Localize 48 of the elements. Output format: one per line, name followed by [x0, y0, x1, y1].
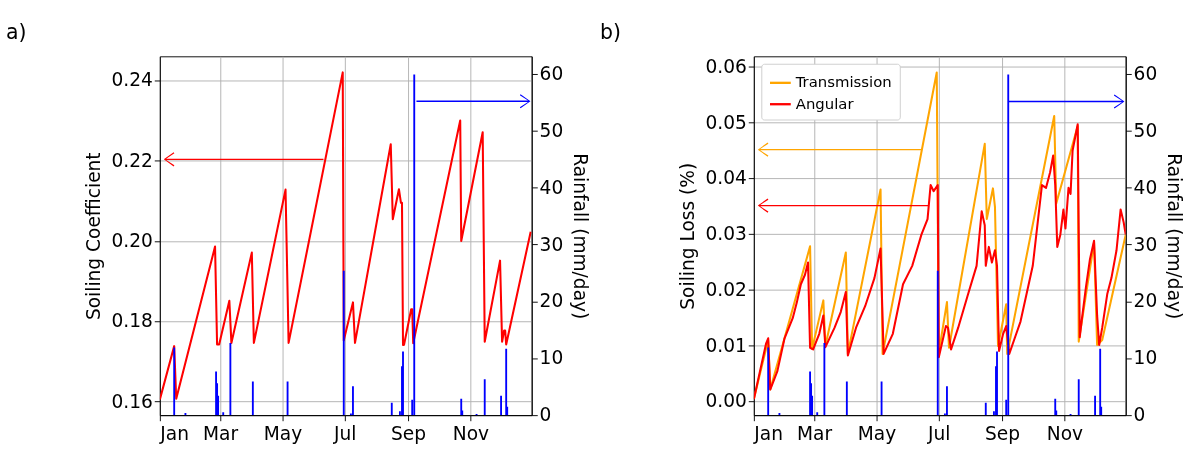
x-tick-label: Mar [203, 422, 239, 444]
y-tick-label: 0.22 [111, 149, 153, 171]
y-tick-label: 0.06 [705, 55, 747, 77]
y-tick-label: 0.00 [705, 390, 747, 412]
y2-tick-label: 10 [539, 347, 564, 369]
x-tick-label: Mar [797, 422, 833, 444]
y2-tick-label: 40 [1133, 176, 1158, 198]
x-tick-label: May [857, 422, 897, 444]
x-tick-label: Sep [391, 422, 427, 444]
y2-tick-label: 20 [1133, 290, 1158, 312]
y2-tick-label: 30 [539, 233, 564, 255]
y-tick-label: 0.24 [111, 69, 153, 91]
y2-tick-label: 40 [539, 176, 564, 198]
x-tick-label: Nov [452, 422, 490, 444]
line-series [159, 71, 532, 401]
x-tick-label: Sep [985, 422, 1021, 444]
y2-axis-title: Rainfall (mm/day) [570, 153, 592, 320]
y-tick-label: 0.18 [111, 310, 153, 332]
y-axis-title: Soiling Coefficient [83, 152, 105, 321]
y-tick-label: 0.16 [111, 390, 153, 412]
y2-tick-label: 0 [1133, 404, 1146, 426]
x-tick-label: Jul [333, 422, 357, 444]
y-tick-label: 0.03 [705, 223, 747, 245]
y-tick-label: 0.20 [111, 230, 153, 252]
y-tick-label: 0.04 [705, 167, 747, 189]
x-tick-label: May [263, 422, 303, 444]
y2-tick-label: 50 [539, 119, 564, 141]
y2-tick-label: 10 [1133, 347, 1158, 369]
y-tick-label: 0.01 [705, 334, 747, 356]
legend-label: Angular [795, 94, 855, 113]
y2-tick-label: 60 [539, 63, 564, 85]
x-tick-label: Jan [159, 422, 189, 444]
y2-tick-label: 60 [1133, 63, 1158, 85]
y-axis-title: Soiling Loss (%) [677, 162, 699, 310]
y2-tick-label: 0 [539, 404, 552, 426]
chart-title: b) [600, 19, 621, 44]
y-tick-label: 0.05 [705, 111, 747, 133]
x-tick-label: Nov [1046, 422, 1084, 444]
y2-tick-label: 50 [1133, 119, 1158, 141]
x-tick-label: Jan [753, 422, 783, 444]
y2-tick-label: 30 [1133, 233, 1158, 255]
y-tick-label: 0.02 [705, 278, 747, 300]
x-tick-label: Jul [927, 422, 951, 444]
y2-tick-label: 20 [539, 290, 564, 312]
line-series [753, 123, 1126, 401]
legend-label: Transmission [794, 73, 892, 92]
y2-axis-title: Rainfall (mm/day) [1164, 153, 1186, 320]
chart-title: a) [6, 19, 27, 44]
